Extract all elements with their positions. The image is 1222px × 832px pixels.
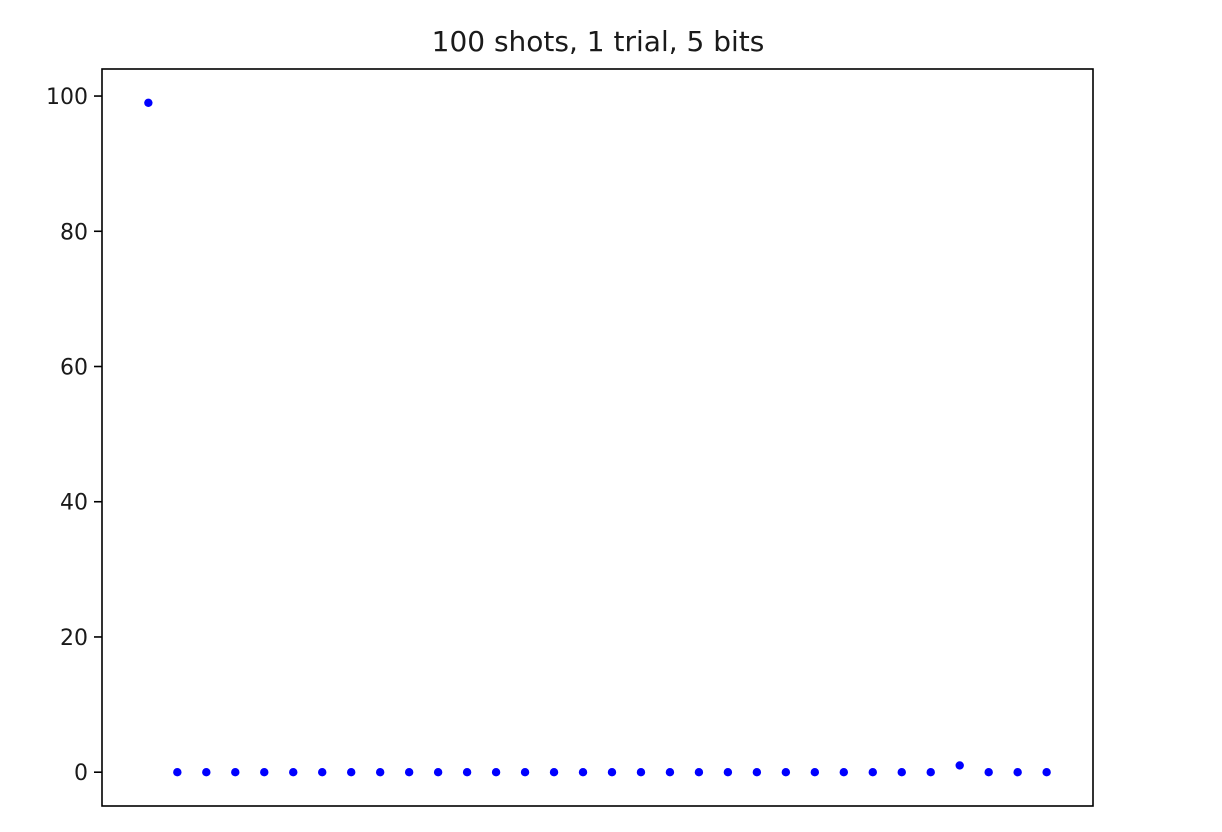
chart-title: 100 shots, 1 trial, 5 bits: [432, 25, 765, 58]
y-tick-label: 40: [60, 491, 88, 516]
data-point: [1042, 767, 1051, 777]
data-point: [260, 767, 269, 777]
data-point: [346, 767, 356, 777]
data-point: [665, 767, 675, 777]
data-point: [984, 767, 993, 777]
y-tick-label: 60: [60, 356, 88, 381]
data-point: [375, 767, 385, 777]
data-point: [752, 767, 762, 777]
data-point: [491, 767, 501, 777]
y-axis: 0 20 40 60 80 100: [46, 85, 102, 786]
data-point: [289, 767, 298, 777]
data-point: [231, 767, 240, 777]
data-point: [520, 767, 530, 777]
data-point: [607, 767, 617, 777]
y-tick-label: 20: [60, 626, 88, 651]
data-point: [926, 767, 935, 777]
data-point: [781, 767, 791, 777]
data-point: [868, 767, 877, 777]
data-point: [173, 767, 182, 777]
data-point: [955, 761, 964, 770]
data-points: [144, 98, 1051, 777]
data-point: [202, 767, 211, 777]
y-tick-label: 100: [46, 85, 88, 110]
data-point: [404, 767, 414, 777]
data-point: [144, 98, 153, 108]
data-point: [1013, 767, 1022, 777]
data-point: [810, 767, 820, 777]
data-point: [839, 767, 849, 777]
y-tick-label: 0: [74, 761, 88, 786]
data-point: [462, 767, 472, 777]
data-point: [694, 767, 704, 777]
data-point: [636, 767, 646, 777]
data-point: [578, 767, 588, 777]
data-point: [549, 767, 559, 777]
plot-frame: [101, 68, 1094, 807]
data-point: [723, 767, 733, 777]
data-point: [433, 767, 443, 777]
y-tick-label: 80: [60, 220, 88, 245]
data-point: [318, 767, 327, 777]
data-point: [897, 767, 906, 777]
